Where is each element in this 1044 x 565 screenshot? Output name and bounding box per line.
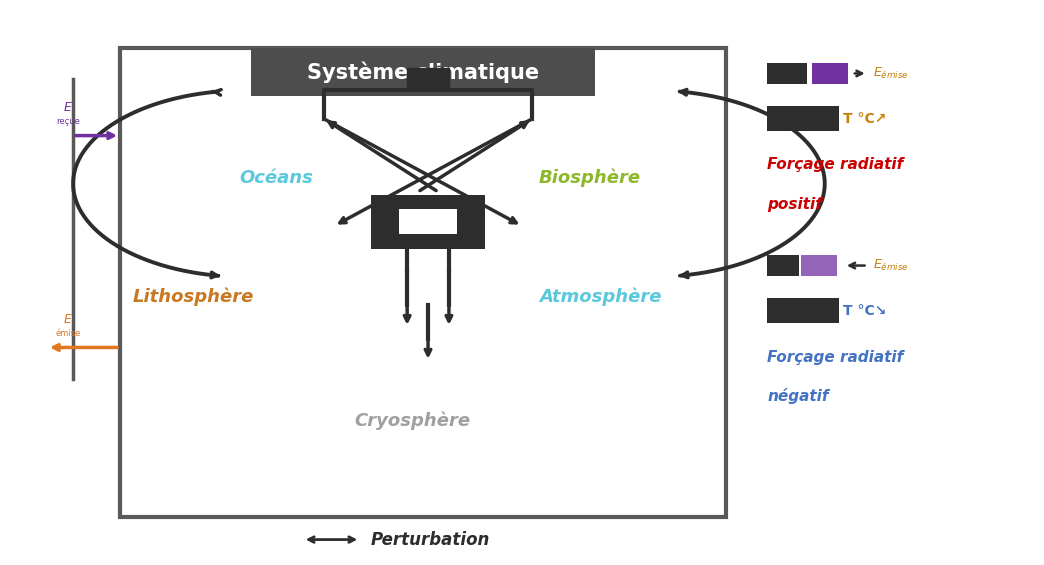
Bar bbox=[767, 63, 807, 84]
Bar bbox=[767, 298, 838, 323]
Text: Forçage radiatif: Forçage radiatif bbox=[767, 350, 904, 364]
Bar bbox=[120, 48, 726, 517]
Text: Biosphère: Biosphère bbox=[539, 169, 641, 187]
Text: $E$: $E$ bbox=[63, 312, 73, 326]
Bar bbox=[371, 195, 485, 249]
Text: Système climatique: Système climatique bbox=[307, 61, 539, 83]
Text: $E_{émise}$: $E_{émise}$ bbox=[873, 258, 908, 273]
Text: reçue: reçue bbox=[56, 117, 79, 126]
Polygon shape bbox=[407, 68, 449, 90]
Text: émise: émise bbox=[55, 329, 80, 338]
Text: $E$: $E$ bbox=[63, 101, 73, 114]
Bar bbox=[399, 209, 456, 234]
Text: T °C↘: T °C↘ bbox=[843, 304, 886, 318]
Bar bbox=[767, 255, 799, 276]
Text: Cryosphère: Cryosphère bbox=[354, 412, 471, 430]
Text: Océans: Océans bbox=[240, 169, 313, 187]
Text: T °C↗: T °C↗ bbox=[843, 112, 886, 125]
Text: Lithosphère: Lithosphère bbox=[133, 288, 254, 306]
Bar bbox=[812, 63, 848, 84]
Bar bbox=[767, 106, 838, 131]
FancyBboxPatch shape bbox=[251, 48, 595, 96]
Text: Forçage radiatif: Forçage radiatif bbox=[767, 158, 904, 172]
Text: $E_{émise}$: $E_{émise}$ bbox=[873, 66, 908, 81]
Text: Atmosphère: Atmosphère bbox=[539, 288, 662, 306]
Text: négatif: négatif bbox=[767, 388, 829, 404]
Text: Perturbation: Perturbation bbox=[371, 531, 490, 549]
Text: positif: positif bbox=[767, 197, 823, 212]
Bar bbox=[801, 255, 836, 276]
